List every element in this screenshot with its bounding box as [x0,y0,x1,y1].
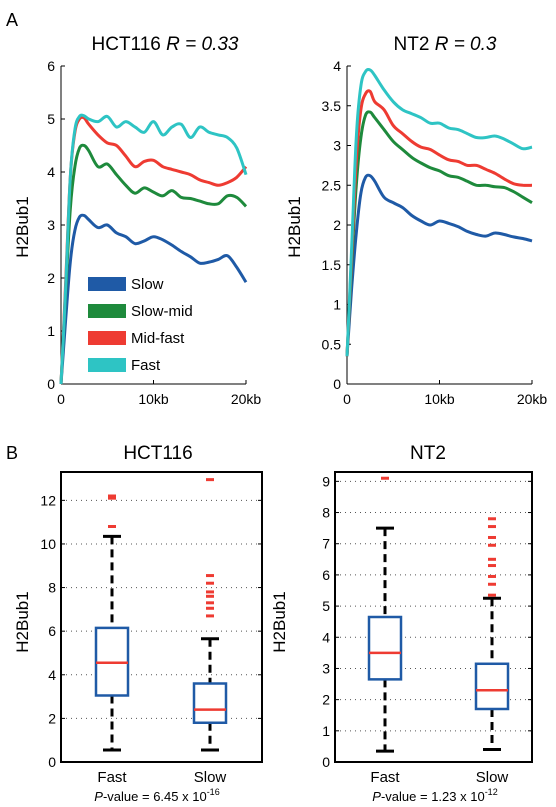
y-tick-label: 12 [40,492,56,508]
y-tick-label: 0 [47,376,55,392]
chart-title-nt2: NT2 [410,443,446,464]
y-tick-label: 6 [322,567,330,583]
box-plot-hct116: HCT116 H2Bub1 P-value = 6.45 x 10-16 0 2 4… [13,443,263,804]
legend-label: Mid-fast [131,330,185,347]
y-tick-label: 2.5 [322,177,342,193]
chart-title-nt2: NT2 R = 0.3 [394,34,497,55]
line-chart-hct116: HCT116 R = 0.33 H2Bub1 0 1 2 3 4 5 6 0 10kb 20kb S… [13,34,261,407]
y-tick-label: 0 [322,754,330,770]
x-tick-label: 0 [343,391,351,407]
chart-title-hct116: HCT116 R = 0.33 [92,34,239,55]
y-tick-label: 7 [322,536,330,552]
legend-swatch [88,304,126,318]
panel-label-a: A [6,10,18,30]
x-tick-label: Fast [370,769,400,786]
legend-label: Slow [131,276,164,293]
x-tick-label: Fast [97,769,127,786]
y-tick-label: 6 [47,58,55,74]
series-line-mid-fast [345,89,533,357]
y-tick-label: 2 [322,692,330,708]
y-tick-label: 4 [48,667,56,683]
x-tick-label: 20kb [517,391,548,407]
y-tick-label: 10 [40,536,56,552]
y-tick-label: 8 [322,505,330,521]
y-tick-label: 1 [322,723,330,739]
chart-title-hct116: HCT116 [123,443,192,464]
box-slow [474,662,510,711]
y-tick-label: 3.5 [322,98,342,114]
y-tick-label: 3 [333,138,341,154]
x-tick-label: Slow [194,769,227,786]
p-value-label: P-value = 1.23 x 10-12 [372,787,497,804]
legend-label: Slow-mid [131,303,193,320]
y-tick-label: 4 [322,629,330,645]
y-tick-label: 9 [322,473,330,489]
box-slow [192,682,228,725]
legend-swatch [88,331,126,345]
y-tick-label: 4 [333,58,341,74]
y-tick-label: 3 [322,660,330,676]
legend-swatch [88,358,126,372]
series-line-slow [59,213,248,385]
y-tick-label: 2 [333,217,341,233]
y-axis-label: H2Bub1 [13,591,32,652]
y-tick-label: 8 [48,580,56,596]
x-tick-label: 10kb [138,391,169,407]
box-plot-nt2: NT2 H2Bub1 P-value = 1.23 x 10-12 0 1 2 3 4 5… [270,443,533,804]
y-tick-label: 0.5 [322,336,342,352]
y-tick-label: 2 [48,710,56,726]
x-tick-label: 10kb [424,391,455,407]
series-line-fast [345,67,533,357]
legend-label: Fast [131,357,161,374]
y-tick-label: 1 [47,323,55,339]
line-chart-nt2: NT2 R = 0.3 H2Bub1 0 0.5 1 1.5 2 2.5 3 3.5 4 0 10k… [285,34,547,407]
y-tick-label: 5 [47,111,55,127]
y-tick-label: 1.5 [322,257,342,273]
y-axis-label: H2Bub1 [13,196,32,257]
series-line-slow-mid [59,143,248,385]
y-axis-label: H2Bub1 [270,591,289,652]
p-value-label: P-value = 6.45 x 10-16 [94,787,219,804]
series-line-slow [345,173,533,357]
plot-frame [334,471,533,763]
panel-label-b: B [6,443,18,463]
x-tick-label: Slow [476,769,509,786]
y-tick-label: 0 [48,754,56,770]
y-tick-label: 3 [47,217,55,233]
y-tick-label: 5 [322,598,330,614]
legend-swatch [88,277,126,291]
plot-frame [60,471,263,763]
x-tick-label: 0 [57,391,65,407]
y-tick-label: 4 [47,164,55,180]
series-line-slow-mid [345,110,533,357]
y-tick-label: 1 [333,297,341,313]
x-tick-label: 20kb [231,391,262,407]
box-fast [367,615,403,681]
y-tick-label: 2 [47,270,55,286]
y-tick-label: 0 [333,376,341,392]
y-tick-label: 6 [48,623,56,639]
series-line-fast [59,113,248,385]
y-axis-label: H2Bub1 [285,196,304,257]
